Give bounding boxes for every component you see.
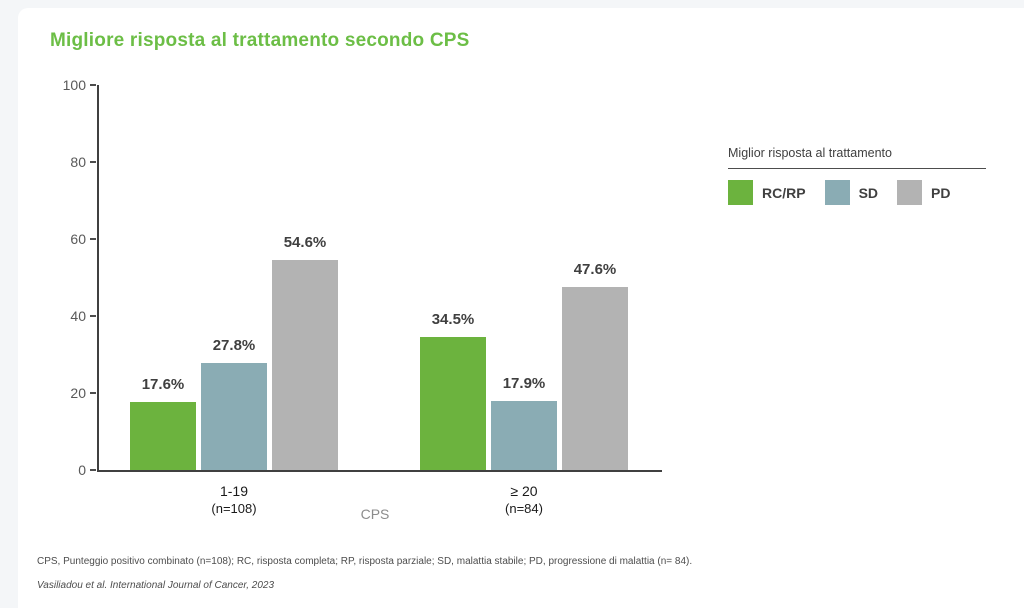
legend-swatch-sd bbox=[824, 180, 850, 205]
legend: Miglior risposta al trattamento RC/RP SD P… bbox=[728, 146, 986, 205]
abbreviations-footnote: CPS, Punteggio positivo combinato (n=108… bbox=[37, 556, 693, 567]
x-axis-title: CPS bbox=[360, 506, 390, 522]
legend-item-rc-rp: RC/RP bbox=[728, 180, 806, 205]
legend-item-pd: PD bbox=[897, 180, 950, 205]
legend-item-sd: SD bbox=[824, 180, 879, 205]
legend-swatch-rc-rp bbox=[728, 180, 753, 205]
legend-title: Miglior risposta al trattamento bbox=[728, 146, 986, 169]
legend-swatch-pd bbox=[897, 180, 923, 205]
legend-items: RC/RP SD PD bbox=[728, 180, 986, 205]
legend-item-label: PD bbox=[931, 184, 951, 201]
slide-panel bbox=[18, 8, 1024, 608]
citation-line: Vasiliadou et al. International Journal … bbox=[37, 580, 275, 591]
legend-item-label: RC/RP bbox=[762, 184, 806, 201]
chart-title: Migliore risposta al trattamento secondo… bbox=[50, 30, 470, 51]
legend-item-label: SD bbox=[858, 184, 879, 201]
